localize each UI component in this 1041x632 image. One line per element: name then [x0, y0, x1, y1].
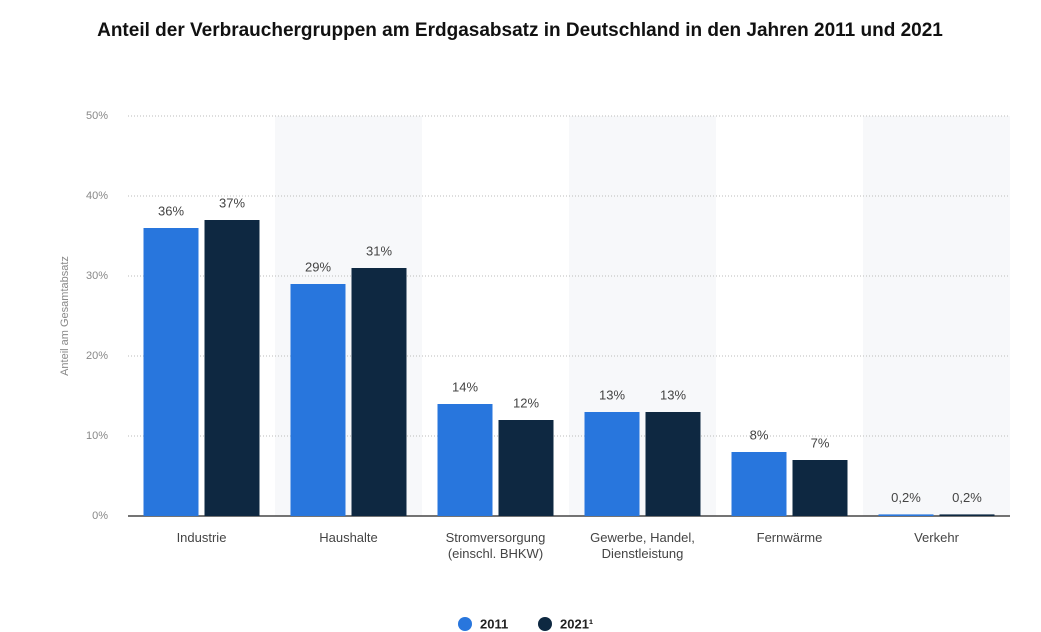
y-tick-label: 10% — [86, 430, 108, 442]
x-tick-label: Haushalte — [319, 530, 378, 545]
bar — [792, 460, 848, 516]
legend-label: 2021¹ — [560, 616, 593, 631]
bar — [351, 268, 407, 516]
bar — [204, 220, 260, 516]
x-tick-label: Gewerbe, Handel, Dienstleistung — [590, 530, 695, 561]
bar — [731, 452, 787, 516]
y-tick-label: 50% — [86, 110, 108, 122]
x-tick-label: Industrie — [176, 530, 227, 545]
chart-title: Anteil der Verbrauchergruppen am Erdgasa… — [97, 20, 943, 41]
legend-label: 2011 — [480, 616, 508, 631]
bar — [143, 228, 199, 516]
bar — [498, 420, 554, 516]
y-tick-label: 40% — [86, 190, 108, 202]
data-label: 13% — [660, 387, 686, 402]
x-tick-label: Stromversorgung (einschl. BHKW) — [445, 530, 546, 561]
x-tick-label: Fernwärme — [756, 530, 823, 545]
y-tick-label: 0% — [92, 510, 108, 522]
data-label: 14% — [452, 379, 478, 394]
x-tick-label: Verkehr — [914, 530, 959, 545]
y-tick-label: 30% — [86, 270, 108, 282]
band-background — [863, 116, 1010, 516]
bar — [584, 412, 640, 516]
data-label: 37% — [219, 195, 245, 210]
legend-marker — [458, 617, 472, 631]
y-tick-label: 20% — [86, 350, 108, 362]
legend-marker — [538, 617, 552, 631]
data-label: 12% — [513, 395, 539, 410]
data-label: 31% — [366, 243, 392, 258]
bar — [939, 514, 995, 516]
bar — [437, 404, 493, 516]
data-label: 36% — [158, 203, 184, 218]
data-label: 13% — [599, 387, 625, 402]
y-axis-label: Anteil am Gesamtabsatz — [59, 256, 71, 376]
data-label: 29% — [305, 259, 331, 274]
data-label: 0,2% — [891, 490, 921, 505]
data-label: 0,2% — [952, 490, 982, 505]
bar — [290, 284, 346, 516]
data-label: 8% — [750, 427, 769, 442]
data-label: 7% — [811, 435, 830, 450]
bar — [645, 412, 701, 516]
bar — [878, 514, 934, 516]
